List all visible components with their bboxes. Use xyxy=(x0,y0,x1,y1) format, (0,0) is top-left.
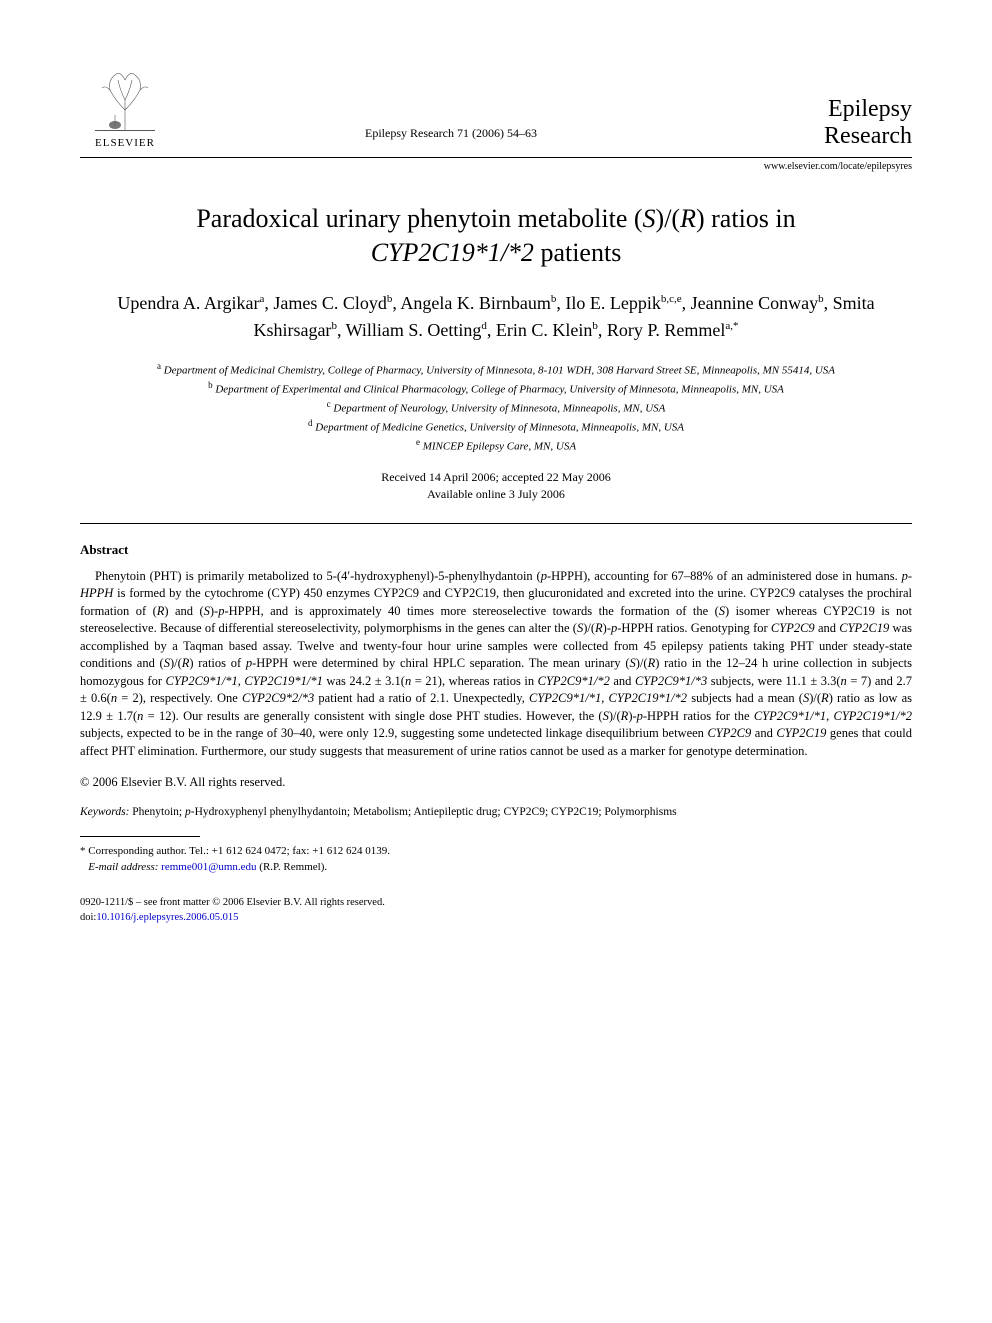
author: William S. Oettingd xyxy=(346,320,487,340)
affiliation: e MINCEP Epilepsy Care, MN, USA xyxy=(80,436,912,455)
issn-line: 0920-1211/$ – see front matter © 2006 El… xyxy=(80,896,912,911)
copyright-block: 0920-1211/$ – see front matter © 2006 El… xyxy=(80,896,912,925)
keywords-block: Keywords: Phenytoin; p-Hydroxyphenyl phe… xyxy=(80,806,912,818)
author: Erin C. Kleinb xyxy=(496,320,598,340)
short-divider xyxy=(80,836,200,837)
article-title: Paradoxical urinary phenytoin metabolite… xyxy=(80,202,912,270)
title-part: patients xyxy=(534,238,621,267)
author: Angela K. Birnbaumb xyxy=(400,293,556,313)
email-label: E-mail address: xyxy=(88,861,158,873)
doi-line: doi:10.1016/j.eplepsyres.2006.05.015 xyxy=(80,911,912,926)
author: Ilo E. Leppikb,c,e xyxy=(565,293,681,313)
journal-name-line2: Research xyxy=(732,123,912,149)
author: Jeannine Conwayb xyxy=(691,293,824,313)
journal-url[interactable]: www.elsevier.com/locate/epilepsyres xyxy=(764,161,912,172)
affiliation: a Department of Medicinal Chemistry, Col… xyxy=(80,360,912,379)
title-part: Paradoxical urinary phenytoin metabolite… xyxy=(196,204,642,233)
journal-logo: Epilepsy Research xyxy=(732,96,912,149)
dates-block: Received 14 April 2006; accepted 22 May … xyxy=(80,469,912,503)
author: James C. Cloydb xyxy=(273,293,392,313)
keywords-label: Keywords: xyxy=(80,806,129,818)
header-row: ELSEVIER Epilepsy Research 71 (2006) 54–… xyxy=(80,60,912,149)
journal-reference: Epilepsy Research 71 (2006) 54–63 xyxy=(170,126,732,149)
abstract-copyright: © 2006 Elsevier B.V. All rights reserved… xyxy=(80,774,912,792)
title-part: ) ratios in xyxy=(696,204,796,233)
title-part: CYP2C19*1/*2 xyxy=(371,238,534,267)
authors-block: Upendra A. Argikara, James C. Cloydb, An… xyxy=(80,290,912,344)
title-part: )/( xyxy=(656,204,681,233)
keywords-text: Phenytoin; p-Hydroxyphenyl phenylhydanto… xyxy=(132,806,676,818)
journal-url-row: www.elsevier.com/locate/epilepsyres xyxy=(80,157,912,172)
affiliation: d Department of Medicine Genetics, Unive… xyxy=(80,417,912,436)
abstract-body: Phenytoin (PHT) is primarily metabolized… xyxy=(80,568,912,761)
divider xyxy=(80,523,912,524)
elsevier-label: ELSEVIER xyxy=(95,137,155,149)
email-person: (R.P. Remmel). xyxy=(259,861,327,873)
title-part: R xyxy=(680,204,696,233)
author: Rory P. Remmela,* xyxy=(607,320,739,340)
date-received: Received 14 April 2006; accepted 22 May … xyxy=(80,469,912,486)
corresponding-author: * Corresponding author. Tel.: +1 612 624… xyxy=(80,843,912,860)
affiliation: c Department of Neurology, University of… xyxy=(80,398,912,417)
abstract-heading: Abstract xyxy=(80,542,912,558)
doi-link[interactable]: 10.1016/j.eplepsyres.2006.05.015 xyxy=(96,912,238,923)
author: Upendra A. Argikara xyxy=(117,293,264,313)
elsevier-tree-icon xyxy=(90,60,160,135)
email-link[interactable]: remme001@umn.edu xyxy=(161,861,256,873)
title-part: S xyxy=(643,204,656,233)
date-online: Available online 3 July 2006 xyxy=(80,486,912,503)
footnote-block: * Corresponding author. Tel.: +1 612 624… xyxy=(80,843,912,876)
doi-label: doi: xyxy=(80,912,96,923)
affiliation: b Department of Experimental and Clinica… xyxy=(80,379,912,398)
elsevier-logo: ELSEVIER xyxy=(80,60,170,149)
email-line: E-mail address: remme001@umn.edu (R.P. R… xyxy=(80,859,912,876)
affiliations-block: a Department of Medicinal Chemistry, Col… xyxy=(80,360,912,456)
journal-name-line1: Epilepsy xyxy=(732,96,912,122)
